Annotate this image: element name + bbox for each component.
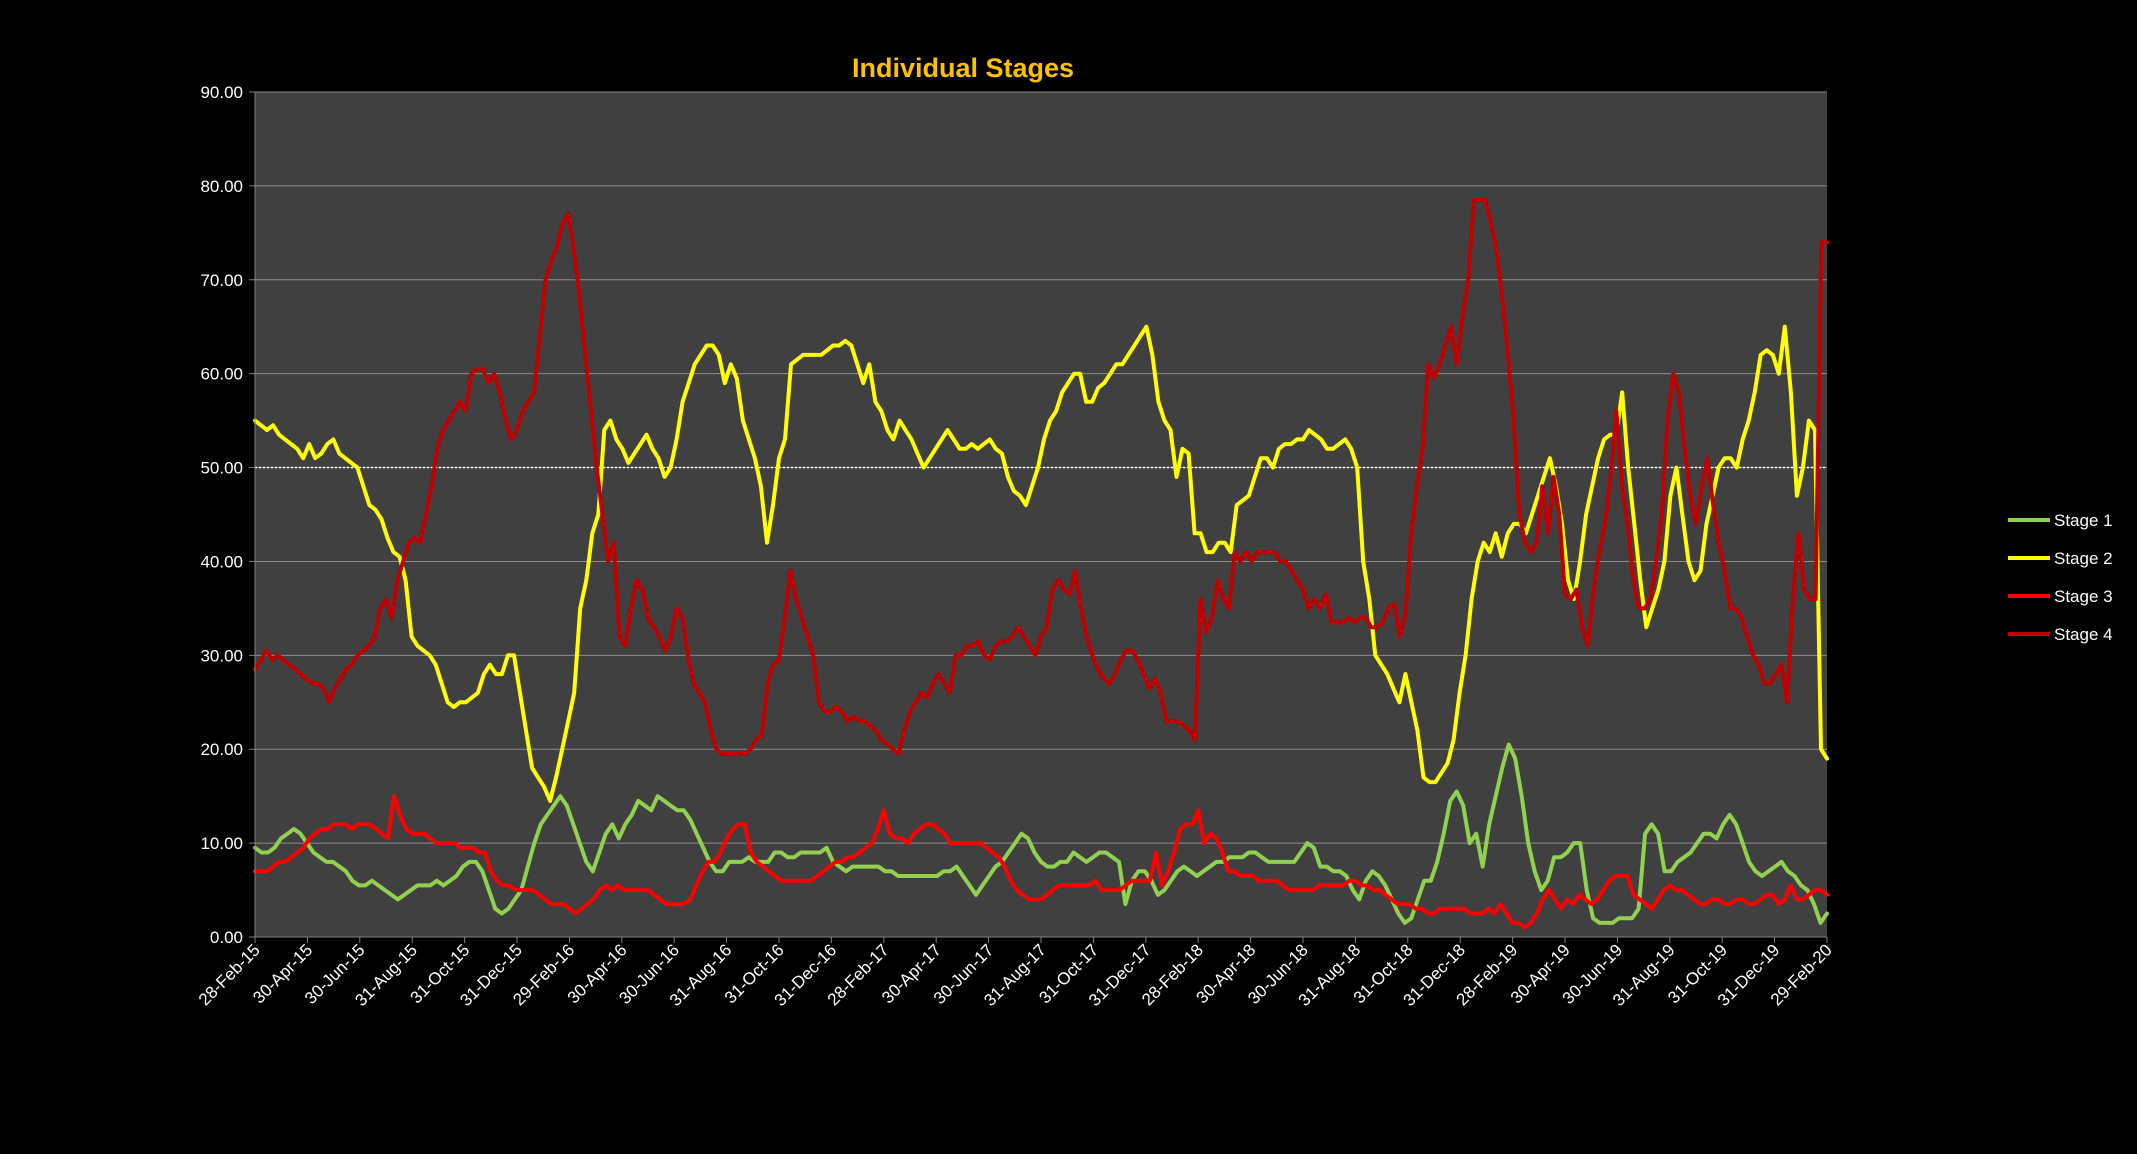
legend: Stage 1 Stage 2 Stage 3 Stage 4 bbox=[2008, 511, 2113, 644]
y-tick-label: 0.00 bbox=[210, 928, 243, 947]
y-tick-label: 10.00 bbox=[200, 834, 243, 853]
y-tick-label: 60.00 bbox=[200, 365, 243, 384]
legend-label: Stage 3 bbox=[2054, 587, 2113, 606]
y-tick-label: 50.00 bbox=[200, 459, 243, 478]
series-line-stage-1 bbox=[253, 742, 1829, 925]
series-lines bbox=[253, 198, 1829, 930]
y-tick-label: 90.00 bbox=[200, 83, 243, 102]
y-tick-label: 20.00 bbox=[200, 740, 243, 759]
x-axis-ticks: 28-Feb-1530-Apr-1530-Jun-1531-Aug-1531-O… bbox=[195, 937, 1836, 1010]
legend-label: Stage 2 bbox=[2054, 549, 2113, 568]
series-line-stage-2 bbox=[253, 324, 1829, 803]
plot-area bbox=[255, 92, 1827, 937]
y-tick-label: 70.00 bbox=[200, 271, 243, 290]
y-axis-ticks: 0.00 10.00 20.00 30.00 40.00 50.00 60.00 70.00 8… bbox=[200, 83, 255, 947]
series-line-stage-4 bbox=[253, 198, 1829, 756]
chart-title: Individual Stages bbox=[852, 53, 1074, 83]
y-tick-label: 40.00 bbox=[200, 552, 243, 571]
y-tick-label: 30.00 bbox=[200, 646, 243, 665]
y-tick-label: 80.00 bbox=[200, 177, 243, 196]
series-line-stage-3 bbox=[253, 794, 1829, 930]
legend-label: Stage 1 bbox=[2054, 511, 2113, 530]
legend-label: Stage 4 bbox=[2054, 625, 2113, 644]
